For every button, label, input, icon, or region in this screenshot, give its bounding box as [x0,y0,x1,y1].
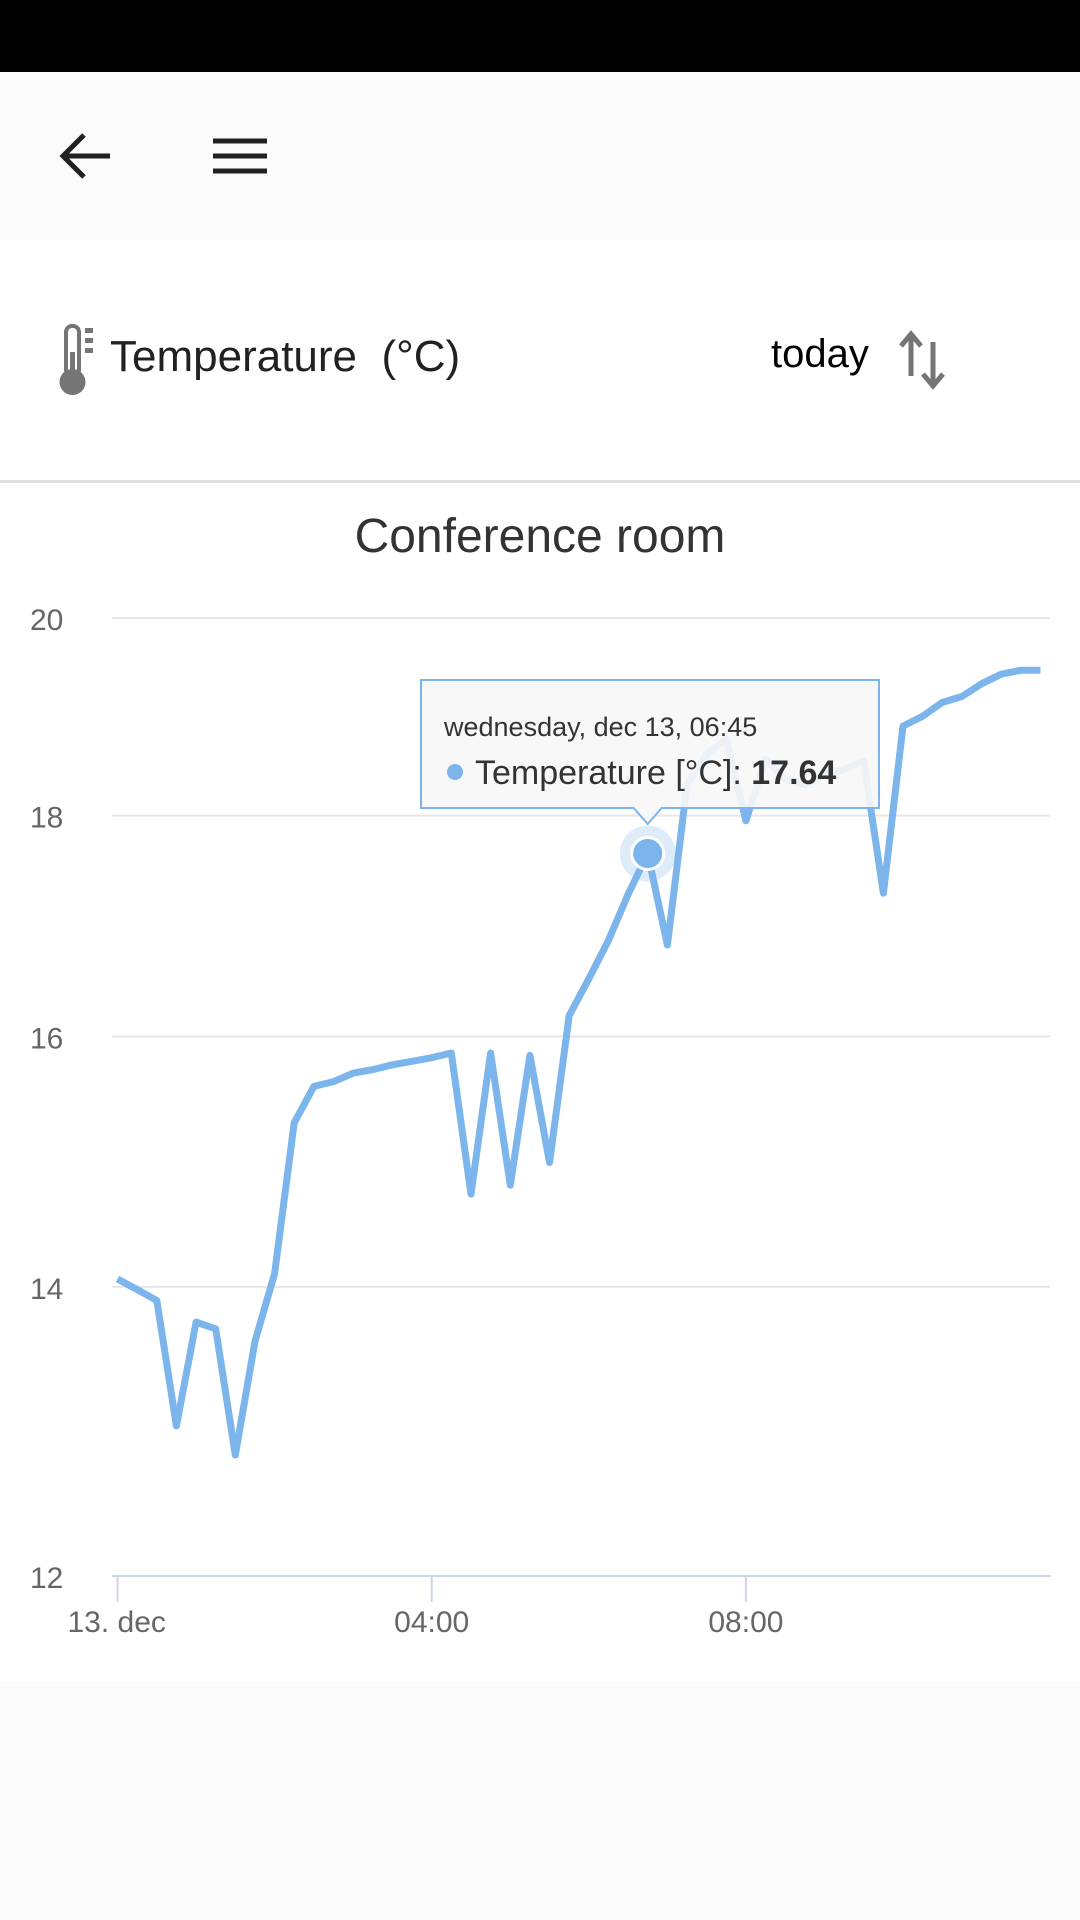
chart-title: Conference room [355,510,726,563]
series-line [115,666,1041,1459]
data-point [213,1326,219,1332]
data-point [311,1083,317,1089]
y-tick-label: 14 [30,1273,63,1306]
range-selector[interactable]: today [771,332,869,376]
data-point [173,1423,179,1429]
data-point [920,713,926,719]
data-point [586,976,592,982]
data-point [566,1013,572,1019]
tooltip: wednesday, dec 13, 06:45 Temperature [°C… [420,679,880,826]
card-header: Temperature (°C) today [0,240,1080,483]
data-point [115,1276,121,1282]
data-point [507,1182,513,1188]
back-button[interactable] [40,111,130,201]
data-point [625,891,631,897]
menu-button[interactable] [195,111,285,201]
swap-vertical-icon[interactable] [895,328,951,392]
temperature-chart[interactable]: Conference room 12 14 16 18 20 13. dec 04:00 08… [0,480,1080,1682]
data-point [468,1191,474,1197]
tooltip-series-marker [447,764,463,780]
data-point [350,1070,356,1076]
tooltip-date: wednesday, dec 13, 06:45 [443,712,757,742]
x-tick-label: 08:00 [708,1606,783,1639]
data-point [979,681,985,687]
data-point [664,942,670,948]
data-point [389,1062,395,1068]
data-point [134,1287,140,1293]
y-tick-label: 20 [30,604,63,637]
highlighted-point [630,835,666,871]
data-point [154,1297,160,1303]
data-point [939,699,945,705]
data-point [743,818,749,824]
x-tick-label: 13. dec [68,1606,166,1639]
status-bar [0,0,1080,72]
data-point [547,1160,553,1166]
data-point [605,938,611,944]
data-point [272,1271,278,1277]
data-point [409,1058,415,1064]
tooltip-value-line: Temperature [°C]: 17.64 [475,754,836,792]
arrow-left-icon [59,133,110,179]
app-bar [0,72,1080,240]
data-point [429,1055,435,1061]
x-tick-label: 04:00 [394,1606,469,1639]
data-point [488,1050,494,1056]
sensor-title: Temperature (°C) [110,332,461,381]
y-tick-label: 12 [30,1562,63,1595]
y-tick-label: 18 [30,802,63,835]
data-point [331,1079,337,1085]
data-point [252,1338,258,1344]
tooltip-value: 17.64 [751,754,836,792]
data-point [900,723,906,729]
data-point [291,1120,297,1126]
thermometer-icon [59,324,93,395]
data-point [448,1050,454,1056]
tooltip-series-label: Temperature [°C]: [475,754,751,792]
data-point [193,1319,199,1325]
data-point [959,694,965,700]
data-point [998,671,1004,677]
chart-card: Temperature (°C) today Conference room 1… [0,240,1080,1682]
data-point [370,1067,376,1073]
data-point [1018,667,1024,673]
data-point [232,1452,238,1458]
data-point [1037,667,1043,673]
hamburger-menu-icon [213,138,267,174]
data-point [527,1052,533,1058]
y-tick-label: 16 [30,1022,63,1055]
data-point [880,890,886,896]
